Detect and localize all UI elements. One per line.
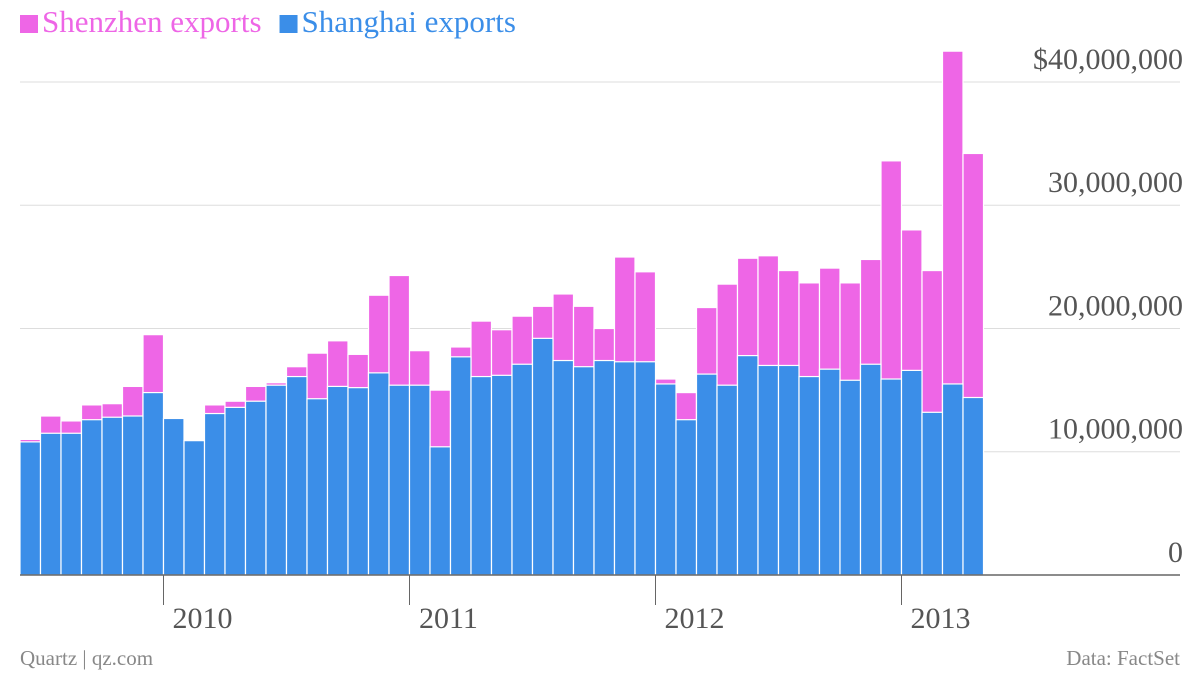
bar bbox=[19, 441, 42, 576]
bar bbox=[306, 398, 329, 576]
bar bbox=[859, 363, 882, 576]
bar bbox=[921, 411, 944, 576]
y-tick-label: $40,000,000 bbox=[1033, 43, 1183, 76]
bar bbox=[900, 369, 923, 576]
bar bbox=[60, 432, 83, 576]
bar bbox=[798, 375, 821, 576]
bar bbox=[142, 391, 165, 576]
bar bbox=[121, 415, 144, 576]
bar bbox=[880, 378, 903, 576]
bar bbox=[654, 383, 677, 576]
legend-label: Shenzhen exports bbox=[42, 4, 262, 39]
bar bbox=[203, 412, 226, 576]
y-tick-label: 20,000,000 bbox=[1048, 289, 1183, 322]
source: Data: FactSet bbox=[1066, 646, 1180, 670]
bar bbox=[388, 384, 411, 576]
legend-swatch bbox=[279, 15, 298, 33]
x-tick-label: 2012 bbox=[665, 602, 725, 635]
bar bbox=[818, 368, 841, 576]
bar bbox=[326, 385, 349, 576]
bar bbox=[839, 379, 862, 576]
bar bbox=[613, 361, 636, 576]
bar bbox=[593, 359, 616, 576]
bar bbox=[162, 417, 185, 576]
bar bbox=[511, 363, 534, 576]
bar bbox=[449, 356, 472, 576]
bar bbox=[531, 337, 554, 576]
bar bbox=[777, 364, 800, 576]
bar bbox=[552, 359, 575, 576]
bar bbox=[695, 373, 718, 576]
x-tick-label: 2010 bbox=[173, 602, 233, 635]
bar bbox=[183, 440, 206, 576]
bar bbox=[757, 364, 780, 576]
bar bbox=[285, 375, 308, 576]
bar bbox=[736, 355, 759, 576]
bar bbox=[490, 374, 513, 576]
y-tick-label: 30,000,000 bbox=[1048, 166, 1183, 199]
bar bbox=[224, 406, 247, 576]
bar bbox=[675, 419, 698, 576]
y-tick-label: 10,000,000 bbox=[1048, 413, 1183, 446]
bar bbox=[716, 384, 739, 576]
bar bbox=[347, 387, 370, 576]
x-tick-label: 2011 bbox=[419, 602, 478, 635]
bar bbox=[634, 361, 657, 576]
bar bbox=[962, 396, 985, 576]
bar bbox=[101, 416, 124, 576]
credit: Quartz | qz.com bbox=[20, 646, 153, 670]
bar bbox=[941, 383, 964, 576]
bar bbox=[265, 384, 288, 576]
x-tick-label: 2013 bbox=[911, 602, 971, 635]
legend-label: Shanghai exports bbox=[302, 4, 516, 39]
bar bbox=[80, 419, 103, 576]
legend-swatch bbox=[20, 15, 38, 33]
bar bbox=[39, 432, 62, 576]
bar bbox=[572, 366, 595, 576]
bar bbox=[429, 446, 452, 576]
bar bbox=[244, 400, 267, 576]
bar bbox=[408, 384, 431, 576]
bar bbox=[367, 372, 390, 576]
bar bbox=[470, 375, 493, 576]
y-tick-label: 0 bbox=[1168, 536, 1183, 569]
